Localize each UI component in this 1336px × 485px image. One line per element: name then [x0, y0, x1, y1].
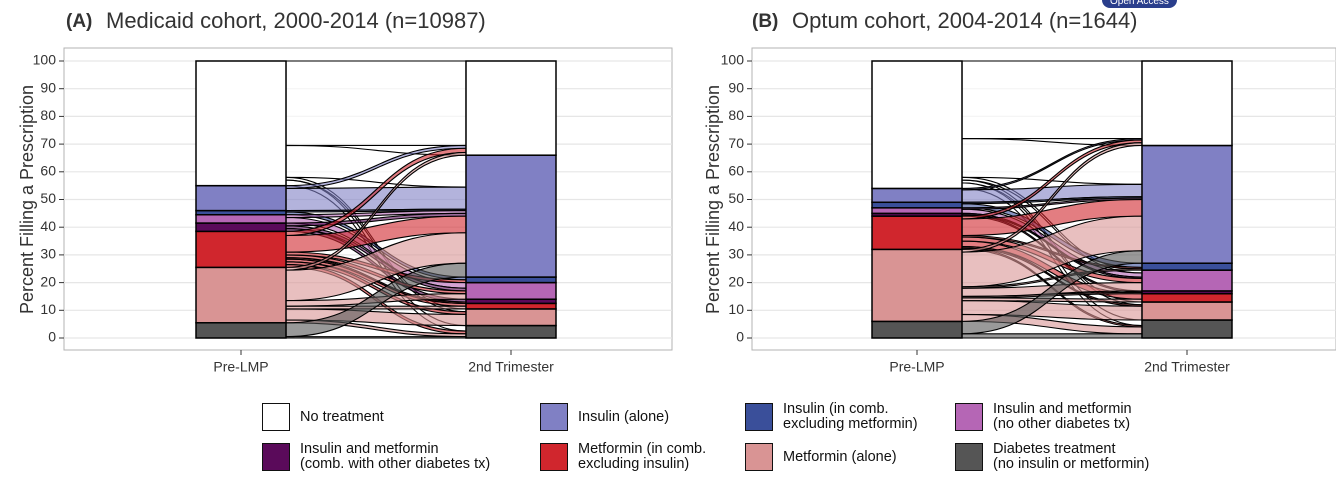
legend-label: Insulin and metformin (no other diabetes…: [993, 401, 1132, 432]
legend-key: [262, 403, 290, 431]
legend-label: Diabetes treatment (no insulin or metfor…: [993, 441, 1150, 472]
stratum: [871, 320, 963, 339]
y-axis-label: Percent Filling a Prescription: [17, 85, 37, 314]
stratum: [1141, 292, 1233, 303]
y-tick-label: 0: [736, 329, 744, 345]
legend-item: No treatment: [262, 402, 540, 432]
y-tick-label: 60: [40, 163, 56, 179]
stratum: [195, 213, 287, 224]
flow: [961, 333, 1143, 339]
legend-item: Insulin and metformin (no other diabetes…: [955, 402, 1155, 432]
y-tick-label: 60: [728, 163, 744, 179]
stratum: [871, 207, 963, 215]
legend-label: Metformin (alone): [783, 448, 897, 465]
legend-key: [955, 403, 983, 431]
stratum: [871, 248, 963, 323]
stratum: [195, 322, 287, 339]
flow: [961, 60, 1143, 140]
stratum: [871, 60, 963, 190]
legend-key: [540, 443, 568, 471]
stratum: [871, 201, 963, 209]
y-tick-label: 70: [40, 135, 56, 151]
stratum: [465, 324, 557, 339]
stratum: [1141, 269, 1233, 292]
stratum: [1141, 144, 1233, 264]
chart-tag: (A): [66, 11, 92, 32]
legend-key: [955, 443, 983, 471]
y-tick-label: 50: [40, 190, 56, 206]
stratum: [465, 276, 557, 284]
legend-label: Insulin (alone): [578, 408, 670, 425]
x-tick-label: 2nd Trimester: [468, 359, 554, 375]
y-tick-label: 80: [728, 107, 744, 123]
y-tick-label: 90: [40, 79, 56, 95]
legend-key: [745, 403, 773, 431]
x-tick-label: Pre-LMP: [213, 359, 268, 375]
y-tick-label: 30: [728, 246, 744, 262]
y-tick-label: 20: [728, 273, 744, 289]
legend-item: Insulin (in comb. excluding metformin): [745, 402, 955, 432]
y-tick-label: 80: [40, 107, 56, 123]
stratum: [195, 266, 287, 324]
stratum: [465, 60, 557, 156]
stratum: [195, 230, 287, 269]
chart-title: Medicaid cohort, 2000-2014 (n=10987): [106, 8, 486, 33]
y-tick-label: 30: [40, 246, 56, 262]
y-axis-label: Percent Filling a Prescription: [703, 85, 723, 314]
y-tick-label: 0: [48, 329, 56, 345]
y-tick-label: 20: [40, 273, 56, 289]
y-tick-label: 10: [728, 301, 744, 317]
stratum: [1141, 301, 1233, 321]
y-tick-label: 40: [728, 218, 744, 234]
legend-item: Diabetes treatment (no insulin or metfor…: [955, 442, 1155, 472]
stratum: [195, 184, 287, 212]
badge: Open Access: [1102, 0, 1177, 8]
stratum: [465, 302, 557, 310]
chart-title: Optum cohort, 2004-2014 (n=1644): [792, 8, 1138, 33]
legend-label: No treatment: [300, 408, 384, 425]
stratum: [465, 154, 557, 278]
y-tick-label: 50: [728, 190, 744, 206]
legend-label: Insulin and metformin (comb. with other …: [300, 441, 491, 472]
legend-label: Metformin (in comb. excluding insulin): [578, 441, 707, 472]
stratum: [195, 222, 287, 233]
legend-key: [262, 443, 290, 471]
y-tick-label: 100: [33, 52, 57, 68]
stratum: [1141, 319, 1233, 339]
chart-tag: (B): [752, 11, 778, 32]
stratum: [465, 308, 557, 327]
y-tick-label: 10: [40, 301, 56, 317]
legend-item: Insulin (alone): [540, 402, 745, 432]
legend-key: [540, 403, 568, 431]
stratum: [871, 187, 963, 204]
x-tick-label: Pre-LMP: [889, 359, 944, 375]
legend-item: Insulin and metformin (comb. with other …: [262, 442, 540, 472]
legend: No treatment Insulin (alone) Insulin (in c…: [262, 402, 1155, 472]
stratum: [1141, 262, 1233, 271]
x-tick-label: 2nd Trimester: [1144, 359, 1230, 375]
y-tick-label: 90: [728, 79, 744, 95]
legend-item: Metformin (in comb. excluding insulin): [540, 442, 745, 472]
y-tick-label: 70: [728, 135, 744, 151]
legend-label: Insulin (in comb. excluding metformin): [783, 401, 918, 432]
stratum: [871, 215, 963, 251]
flow: [285, 60, 467, 147]
stratum: [1141, 60, 1233, 147]
y-tick-label: 100: [721, 52, 745, 68]
y-tick-label: 40: [40, 218, 56, 234]
legend-key: [745, 443, 773, 471]
flow: [285, 336, 467, 339]
stratum: [465, 281, 557, 300]
stratum: [195, 60, 287, 187]
legend-item: Metformin (alone): [745, 442, 955, 472]
